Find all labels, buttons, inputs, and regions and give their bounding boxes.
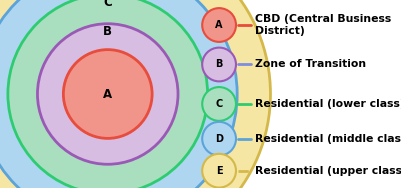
Text: CBD (Central Business
District): CBD (Central Business District) — [255, 14, 391, 36]
Ellipse shape — [202, 87, 235, 121]
Text: Residential (lower class): Residential (lower class) — [255, 99, 401, 109]
Text: C: C — [215, 99, 222, 109]
Text: C: C — [103, 0, 112, 9]
Ellipse shape — [0, 0, 270, 188]
Text: Residential (middle class): Residential (middle class) — [255, 134, 401, 144]
Ellipse shape — [202, 48, 235, 81]
Text: Residential (upper class): Residential (upper class) — [255, 166, 401, 176]
Ellipse shape — [0, 0, 237, 188]
Text: A: A — [215, 20, 222, 30]
Ellipse shape — [202, 154, 235, 188]
Ellipse shape — [37, 24, 178, 164]
Text: Zone of Transition: Zone of Transition — [255, 59, 365, 70]
Text: E: E — [215, 166, 222, 176]
Text: D: D — [215, 134, 223, 144]
Ellipse shape — [8, 0, 207, 188]
Ellipse shape — [202, 122, 235, 156]
Ellipse shape — [202, 8, 235, 42]
Text: B: B — [215, 59, 222, 70]
Ellipse shape — [63, 50, 152, 138]
Text: B: B — [103, 25, 112, 38]
Text: A: A — [103, 87, 112, 101]
